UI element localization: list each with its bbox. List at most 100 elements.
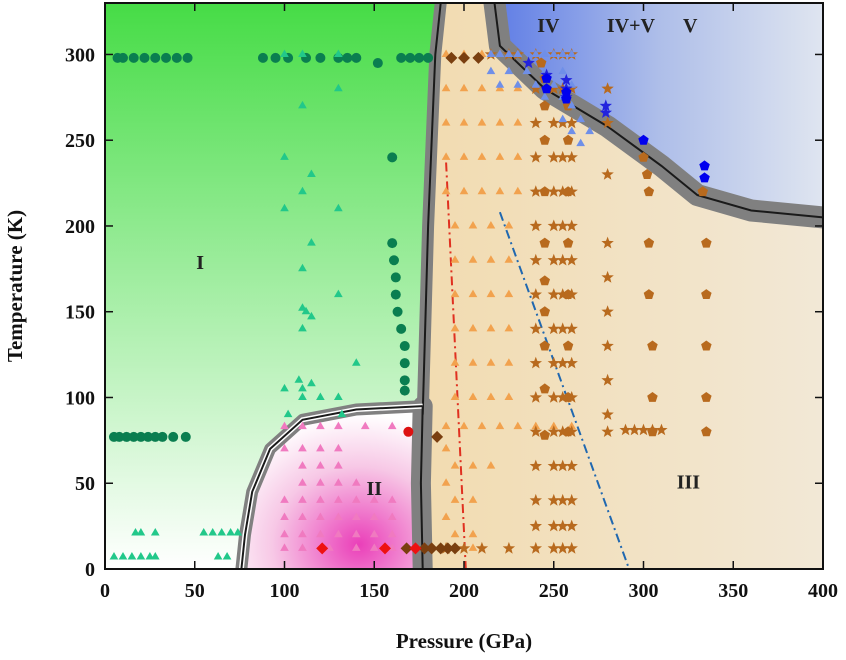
pink-triangles-point-31 [280,529,289,538]
green-circles-point-40 [399,375,410,386]
brown-stars-point-81 [475,541,489,554]
teal-triangles-point-21 [280,152,289,160]
blue-pentagons-point-0 [541,73,552,83]
green-circles-point-5 [161,52,172,63]
pink-triangles-point-25 [298,512,307,520]
pink-triangles-point-18 [298,495,307,503]
brown-stars-point-28 [529,288,542,300]
teal-triangles-series [109,49,361,560]
brown-stars-point-32 [529,322,542,335]
green-circles-point-18 [405,52,416,63]
orange-triangles-point-48 [504,392,514,400]
teal-triangles-point-0 [109,552,119,560]
pink-triangles-series [280,421,397,551]
orange-triangles-point-32 [504,255,514,263]
brown-stars-point-11 [565,116,578,129]
brown-pentagons-point-28 [701,340,712,351]
brown-stars-point-34 [556,322,569,335]
orange-triangles-point-36 [504,289,514,298]
brown-pentagons-point-27 [701,289,712,299]
pink-triangles-point-8 [316,443,325,452]
brown-stars-point-69 [601,305,614,317]
orange-triangles-point-42 [468,358,478,366]
orange-triangles-point-23 [495,186,505,195]
orange-triangles-point-41 [450,358,460,366]
pink-triangles-point-2 [316,421,325,430]
brown-pentagons-point-0 [539,100,550,111]
teal-triangles-point-31 [334,289,343,298]
pink-triangles-point-5 [387,421,397,430]
blue-triangles-point-2 [504,49,514,57]
brown-stars-point-21 [547,219,560,232]
brown-pentagons-point-24 [647,426,658,437]
brown-stars-point-39 [565,356,578,369]
orange-triangles-point-10 [441,118,451,126]
brown-pentagons-point-16 [562,426,574,437]
brown-pentagons-point-19 [643,186,655,197]
x-tick-label-0: 0 [100,580,110,602]
brown-stars-point-59 [565,519,578,532]
teal-triangles-point-36 [280,383,289,392]
blue-stars-point-0 [522,56,535,69]
brown-stars-point-63 [565,541,578,554]
brown-stars-point-57 [547,519,560,532]
brown-stars-point-46 [556,425,569,437]
green-circles-point-6 [171,52,182,63]
brown-pentagons-point-13 [562,289,574,299]
phase-I-region [105,3,441,569]
blue-triangles-point-1 [495,49,505,57]
pink-triangles-point-39 [298,543,307,551]
teal-triangles-point-2 [127,552,137,560]
green-circles-point-8 [257,52,268,63]
orange-triangles-point-40 [504,323,514,332]
brown-pentagons-point-11 [562,186,574,197]
teal-triangles-point-17 [298,49,307,57]
brown-diamonds-point-8 [458,51,470,64]
x-tick-label-1: 50 [185,580,205,602]
red-dashdot-line [445,162,467,569]
blue-triangles-point-14 [495,80,505,88]
orange-triangles-point-38 [468,323,478,332]
brown-pentagons-point-8 [539,429,550,440]
brown-pentagons-point-26 [701,237,712,248]
brown-stars-point-50 [556,459,569,472]
teal-triangles-point-29 [301,306,311,315]
brown-pentagons-point-23 [647,392,658,402]
orange-triangles-point-50 [459,421,469,430]
teal-triangles-point-26 [307,238,316,246]
pink-triangles-point-26 [316,512,325,520]
blue-stars-point-5 [599,99,612,112]
brown-diamonds-point-9 [472,51,485,64]
green-circles-point-22 [114,431,125,442]
boundary-line-I_III [421,3,442,415]
brown-stars-point-53 [547,493,560,506]
orange-triangles-point-20 [441,186,451,195]
orange-triangles-point-49 [441,421,451,430]
orange-triangles-point-11 [459,118,469,126]
teal-triangles-point-25 [334,203,343,212]
x-tick-label-4: 200 [449,580,479,602]
blue-triangles-point-24 [576,114,585,123]
pink-triangles-point-32 [298,529,307,538]
brown-stars-point-24 [529,253,542,266]
brown-stars-point-56 [529,519,542,532]
red-circles-series [403,426,414,437]
teal-triangles-point-9 [199,528,209,536]
teal-triangles-point-12 [226,528,235,536]
teal-triangles-point-14 [213,552,223,560]
brown-stars-point-14 [556,150,569,163]
teal-triangles-point-34 [294,375,304,383]
y-axis-label: Temperature (K) [3,210,27,362]
red-diamonds-point-2 [409,542,422,555]
teal-triangles-point-8 [150,528,160,536]
brown-stars-point-73 [601,425,614,437]
brown-pentagons-point-3 [539,237,550,248]
brown-pentagons-point-21 [643,289,655,299]
brown-diamonds-series [400,51,485,555]
brown-stars-point-67 [601,236,614,249]
teal-triangles-point-32 [298,323,307,332]
red-diamonds-point-1 [379,542,391,555]
blue-pentagons-point-4 [638,134,649,145]
brown-pentagons-point-2 [539,186,550,197]
y-tick-label-5: 250 [65,130,95,152]
